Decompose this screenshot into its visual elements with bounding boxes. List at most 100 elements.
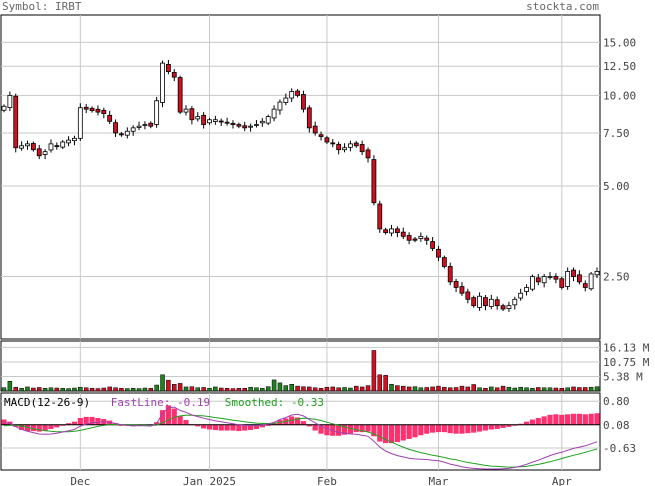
candle (207, 117, 212, 125)
candle (383, 227, 389, 235)
macd-hist-bar (19, 424, 25, 431)
volume-bar (524, 387, 529, 392)
candle (535, 273, 541, 286)
candle (295, 89, 300, 98)
volume-bar (142, 387, 148, 392)
candle (301, 90, 306, 113)
volume-bar (31, 387, 36, 392)
candle (406, 232, 412, 245)
macd-title: MACD(12-26-9) FastLine: -0.19 Smoothed: … (4, 396, 324, 409)
candle (72, 135, 77, 146)
volume-bar (530, 388, 535, 392)
macd-hist-bar (42, 424, 48, 431)
volume-bar (119, 388, 124, 392)
volume-bar (342, 387, 347, 392)
volume-bar (207, 388, 212, 392)
volume-bar (330, 386, 336, 392)
macd-hist-bar (453, 424, 459, 434)
macd-hist-bar (523, 421, 530, 425)
smoothed-value: -0.33 (291, 396, 324, 409)
volume-bar (224, 388, 230, 392)
price-tick-label: 5.00 (603, 180, 630, 193)
candle (19, 141, 25, 151)
volume-bar (160, 374, 165, 392)
volume-bar (465, 386, 471, 392)
volume-bar (301, 386, 306, 392)
candle (459, 282, 465, 296)
volume-bar (583, 387, 588, 392)
candle (477, 292, 482, 311)
volume-bar (283, 385, 289, 392)
macd-hist-bar (377, 424, 383, 442)
volume-bar (307, 386, 312, 392)
volume-bar (365, 385, 371, 392)
volume-bar (406, 386, 412, 392)
volume-bar (547, 387, 553, 392)
macd-hist-bar (294, 417, 301, 425)
macd-hist-bar (195, 424, 201, 427)
candle (113, 119, 118, 137)
volume-bar (54, 387, 60, 392)
macd-hist-bar (588, 413, 594, 425)
candle (312, 121, 318, 136)
macd-tick-label: -0.63 (603, 442, 636, 455)
candle (541, 273, 547, 288)
volume-bar (447, 387, 453, 392)
candle (248, 123, 253, 132)
volume-bar (424, 387, 429, 392)
macd-hist-bar (535, 417, 541, 425)
volume-bar (506, 386, 512, 392)
macd-hist-bar (65, 423, 72, 425)
candle (553, 273, 559, 284)
volume-bar (48, 387, 54, 392)
candle (66, 136, 71, 147)
macd-hist-bar (336, 424, 342, 436)
macd-hist-bar (83, 416, 89, 425)
volume-bar (213, 386, 218, 392)
volume-bar (107, 386, 112, 392)
volume-bar (218, 387, 224, 392)
candle (30, 141, 36, 152)
volume-bar (236, 388, 242, 392)
volume-bar (136, 388, 142, 392)
candle (447, 262, 453, 286)
macd-hist-bar (77, 417, 83, 425)
price-tick-label: 2.50 (603, 271, 630, 284)
volume-bar (577, 387, 582, 392)
candle (306, 105, 312, 133)
candle (500, 303, 506, 311)
macd-hist-bar (95, 417, 101, 425)
candle (271, 105, 277, 122)
candle (83, 104, 89, 114)
volume-bar (371, 350, 377, 392)
candle (371, 155, 377, 206)
macd-hist-bar (388, 424, 395, 444)
candle (518, 288, 524, 301)
macd-hist-bar (300, 421, 307, 425)
candle (436, 246, 441, 262)
macd-hist-bar (224, 424, 230, 431)
candle (441, 255, 447, 269)
macd-hist-bar (500, 424, 506, 428)
volume-bar (183, 386, 189, 392)
candle (36, 144, 42, 160)
candle (506, 301, 512, 312)
volume-bar (242, 388, 247, 392)
volume-bar (553, 387, 559, 392)
candle (119, 131, 124, 137)
macd-hist-bar (547, 414, 553, 425)
volume-bar (312, 387, 318, 392)
candle (183, 105, 189, 116)
volume-bar (395, 385, 400, 392)
macd-hist-bar (247, 424, 254, 431)
candle (1, 104, 7, 113)
candle (236, 122, 242, 129)
candle (348, 140, 353, 152)
macd-hist-bar (36, 424, 42, 432)
volume-bar (177, 383, 183, 392)
volume-bar (78, 386, 83, 392)
volume-bar (354, 385, 359, 392)
candle (283, 93, 289, 106)
grid-lines (1, 15, 600, 470)
